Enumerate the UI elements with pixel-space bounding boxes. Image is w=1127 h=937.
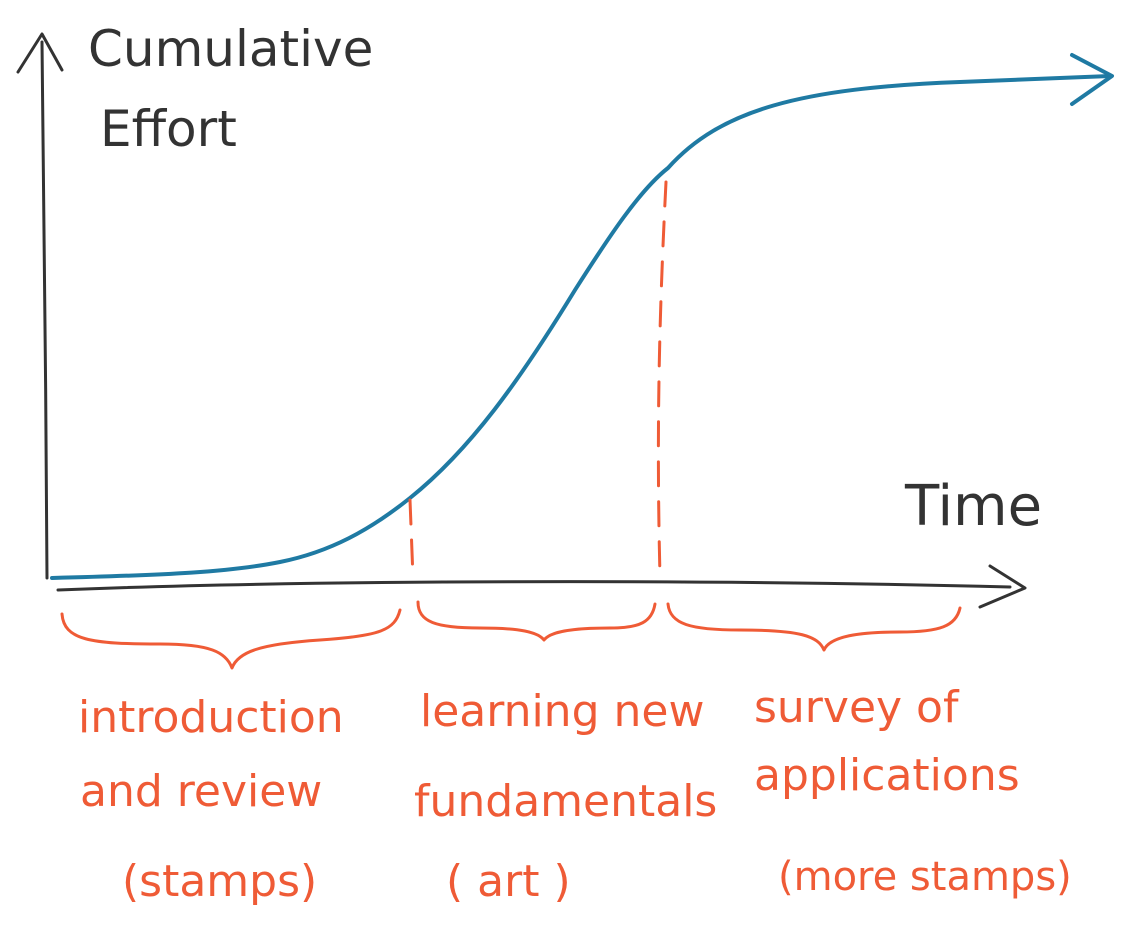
phase-2-line2: fundamentals: [414, 776, 717, 827]
phase-2-line1: learning new: [420, 686, 704, 737]
x-axis-label: Time: [904, 474, 1042, 539]
y-axis-arrowhead: [16, 32, 64, 74]
brace-2: [416, 600, 657, 642]
phase-2-label: learning new fundamentals ( art ): [414, 686, 717, 907]
phase-1-label: introduction and review (stamps): [78, 692, 344, 907]
axes: [16, 32, 1027, 609]
phase-3-label: survey of applications (more stamps): [754, 682, 1072, 900]
phase-3-line3: (more stamps): [778, 854, 1072, 900]
phase-1-line2: and review: [80, 766, 322, 817]
divider-2: [656, 180, 668, 578]
phase-braces: [60, 600, 962, 670]
x-axis-line: [56, 580, 1012, 592]
phase-3-line1: survey of: [754, 682, 960, 733]
brace-3: [666, 602, 962, 652]
phase-2-line3: ( art ): [446, 856, 571, 907]
curve-arrowhead: [1070, 53, 1114, 106]
phase-3-line2: applications: [754, 750, 1020, 801]
x-axis-arrowhead: [978, 564, 1027, 609]
phase-dividers: [408, 180, 668, 580]
y-axis-label-line2: Effort: [100, 100, 237, 158]
brace-1: [60, 608, 402, 670]
divider-1: [408, 498, 415, 580]
y-axis-label-line1: Cumulative: [88, 20, 373, 78]
phase-1-line3: (stamps): [122, 856, 317, 907]
phase-1-line1: introduction: [78, 692, 344, 743]
cumulative-effort-curve: [50, 74, 1112, 580]
y-axis-line: [40, 40, 49, 580]
